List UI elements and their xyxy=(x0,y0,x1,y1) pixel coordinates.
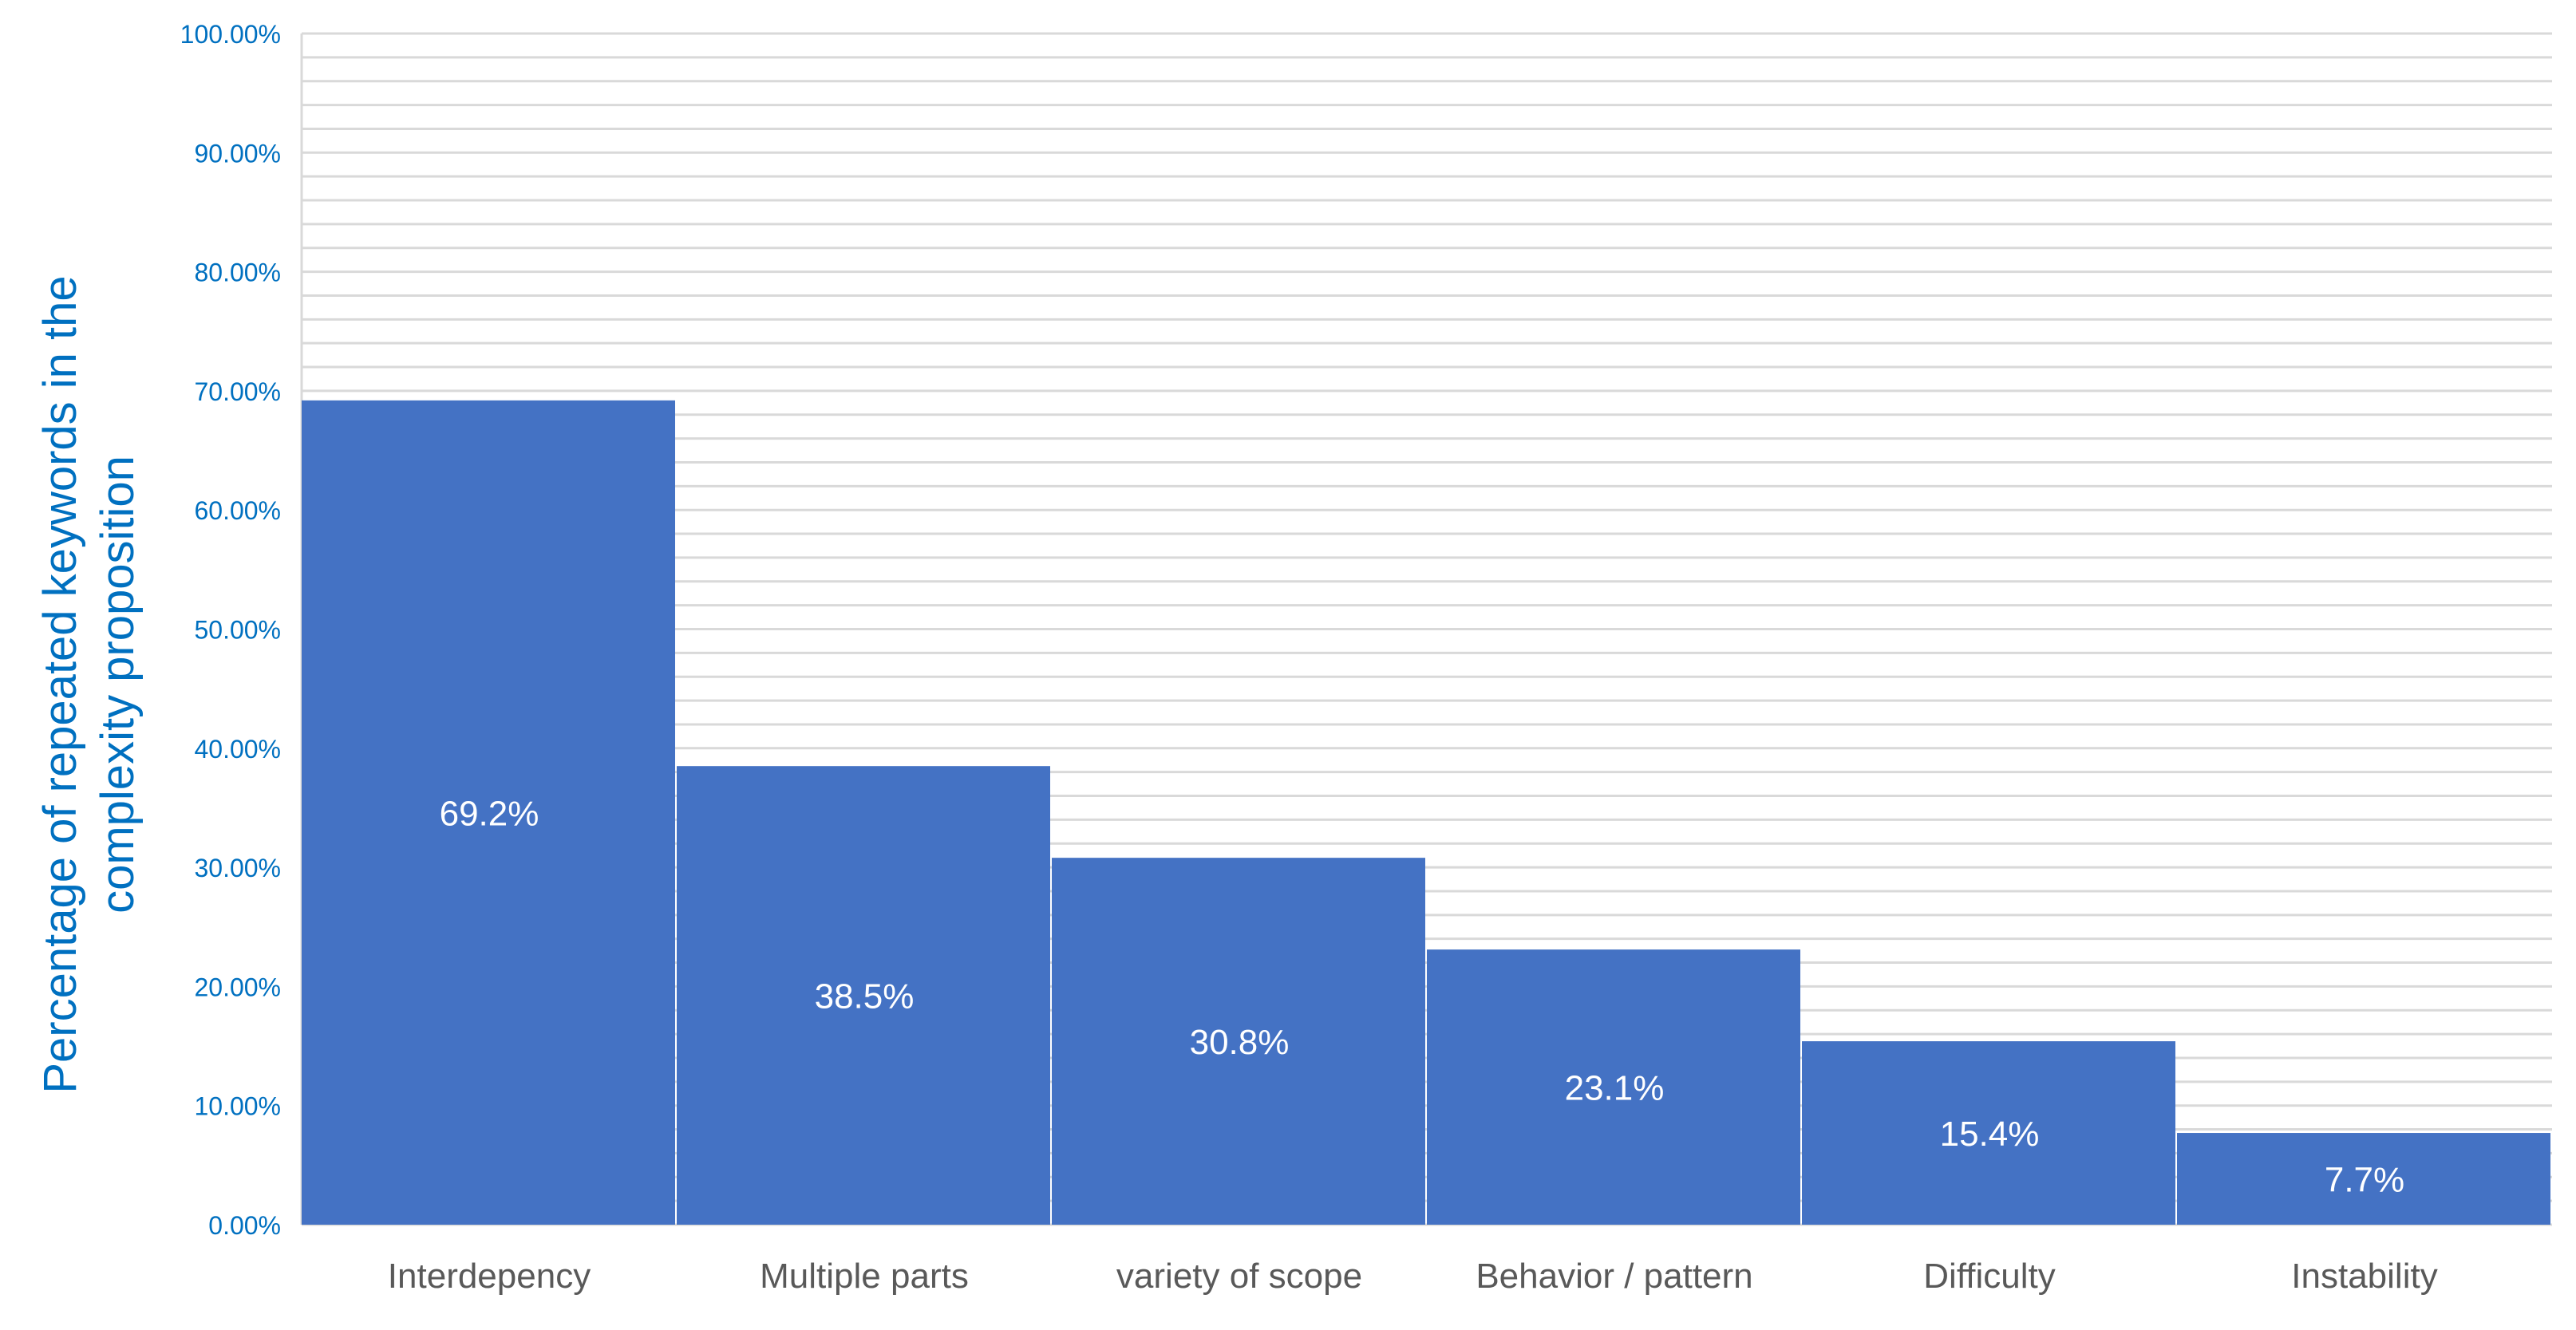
y-axis-title-line-1: Percentage of repeated keywords in the xyxy=(34,275,86,1093)
data-label: 7.7% xyxy=(2325,1161,2404,1200)
data-label: 15.4% xyxy=(1940,1115,2040,1154)
y-tick-label: 90.00% xyxy=(194,139,281,168)
y-tick-label: 40.00% xyxy=(194,735,281,764)
bar xyxy=(1052,858,1425,1225)
bars: 69.2% 38.5% 30.8% 23.1% 15.4% 7.7% xyxy=(302,400,2550,1225)
x-category-label: variety of scope xyxy=(1116,1257,1362,1296)
bar xyxy=(677,766,1050,1225)
bar xyxy=(302,400,675,1225)
bar xyxy=(1802,1041,2175,1225)
data-label: 30.8% xyxy=(1190,1023,1290,1062)
x-category-label: Behavior / pattern xyxy=(1476,1257,1752,1296)
y-tick-label: 80.00% xyxy=(194,259,281,287)
x-category-label: Interdepency xyxy=(388,1257,591,1296)
y-tick-label: 60.00% xyxy=(194,496,281,525)
x-category-label: Difficulty xyxy=(1923,1257,2055,1296)
x-category-label: Multiple parts xyxy=(760,1257,969,1296)
y-tick-label: 50.00% xyxy=(194,616,281,645)
data-label: 69.2% xyxy=(440,794,539,833)
y-tick-label: 0.00% xyxy=(208,1211,281,1240)
y-tick-label: 100.00% xyxy=(180,20,281,49)
y-axis-title: Percentage of repeated keywords in the c… xyxy=(34,275,144,1093)
y-tick-label: 30.00% xyxy=(194,854,281,882)
y-axis-ticks: 0.00% 10.00% 20.00% 30.00% 40.00% 50.00% 60.00… xyxy=(180,20,281,1240)
y-tick-label: 70.00% xyxy=(194,377,281,406)
bar xyxy=(1427,949,1800,1225)
data-label: 38.5% xyxy=(815,977,915,1016)
x-category-label: Instability xyxy=(2291,1257,2437,1296)
data-label: 23.1% xyxy=(1565,1069,1665,1108)
x-axis-categories: Interdepency Multiple parts variety of sco… xyxy=(388,1257,2438,1296)
bar xyxy=(2177,1133,2550,1225)
y-tick-label: 20.00% xyxy=(194,973,281,1001)
y-tick-label: 10.00% xyxy=(194,1092,281,1121)
y-axis-title-line-2: complexity proposition xyxy=(92,456,144,914)
